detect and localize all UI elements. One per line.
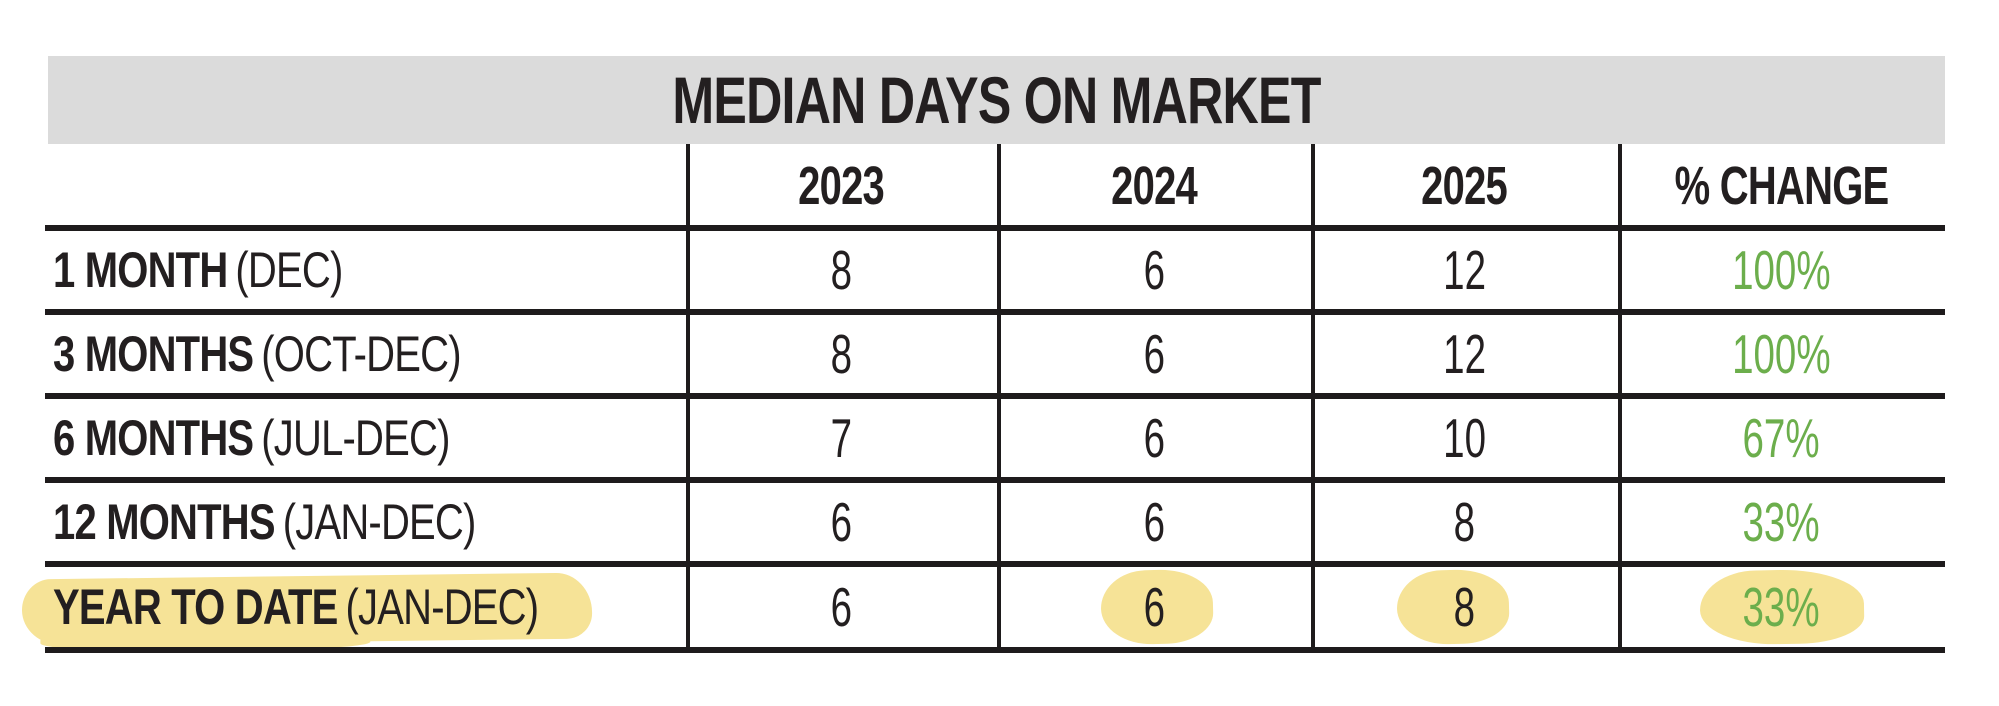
cell-2024: 6 bbox=[1143, 491, 1165, 553]
cell-pct-change: 67% bbox=[1742, 407, 1821, 469]
cell-2024: 6 bbox=[1143, 323, 1165, 385]
grid-hline bbox=[45, 647, 1945, 653]
cell-2025: 12 bbox=[1443, 323, 1486, 385]
cell-2023: 8 bbox=[830, 323, 853, 385]
header-row: 2023 2024 2025 % CHANGE bbox=[45, 144, 1945, 228]
row-label: 12 MONTHS (JAN-DEC) bbox=[53, 494, 476, 550]
cell-2024: 6 bbox=[997, 564, 1311, 650]
table-row-3-months: 3 MONTHS (OCT-DEC) 8 6 12 100% bbox=[45, 312, 1945, 396]
grid-hline bbox=[45, 225, 1945, 231]
cell-2025: 8 bbox=[1453, 491, 1476, 553]
title-bar: MEDIAN DAYS ON MARKET bbox=[48, 56, 1945, 144]
cell-2023: 6 bbox=[830, 576, 853, 638]
cell-2023: 7 bbox=[830, 407, 853, 469]
cell-pct-change: 33% bbox=[1618, 564, 1945, 650]
header-blank-cell bbox=[45, 144, 686, 228]
row-label: 1 MONTH (DEC) bbox=[53, 242, 343, 298]
table-row-year-to-date: YEAR TO DATE (JAN-DEC) 6 6 8 33% bbox=[21, 564, 1945, 650]
grid-vline bbox=[997, 144, 1001, 653]
row-label: 3 MONTHS (OCT-DEC) bbox=[53, 326, 462, 382]
grid-hline bbox=[45, 393, 1945, 399]
cell-2023: 8 bbox=[830, 239, 853, 301]
column-header-2024: 2024 bbox=[1111, 156, 1198, 216]
grid-hline bbox=[45, 561, 1945, 567]
column-header-2025: 2025 bbox=[1421, 156, 1509, 216]
table-row-12-months: 12 MONTHS (JAN-DEC) 6 6 8 33% bbox=[45, 480, 1945, 564]
cell-2024: 6 bbox=[1143, 239, 1165, 301]
page-title: MEDIAN DAYS ON MARKET bbox=[672, 63, 1321, 137]
cell-2024: 6 bbox=[1143, 407, 1165, 469]
cell-2025: 12 bbox=[1443, 239, 1486, 301]
grid-hline bbox=[45, 309, 1945, 315]
cell-pct-change: 100% bbox=[1732, 323, 1831, 385]
grid-vline bbox=[1618, 144, 1622, 653]
column-header-pct-change: % CHANGE bbox=[1674, 156, 1890, 216]
cell-2023: 6 bbox=[830, 491, 853, 553]
table: 2023 2024 2025 % CHANGE 1 MONTH (DEC) 8 6… bbox=[21, 144, 1945, 656]
grid-vline bbox=[1311, 144, 1315, 653]
grid-hline bbox=[45, 477, 1945, 483]
table-row-1-month: 1 MONTH (DEC) 8 6 12 100% bbox=[45, 228, 1945, 312]
cell-2025: 8 bbox=[1311, 564, 1618, 650]
cell-2025: 10 bbox=[1443, 407, 1486, 469]
cell-pct-change: 100% bbox=[1732, 239, 1831, 301]
table-row-6-months: 6 MONTHS (JUL-DEC) 7 6 10 67% bbox=[45, 396, 1945, 480]
row-label: 6 MONTHS (JUL-DEC) bbox=[53, 410, 450, 466]
column-header-2023: 2023 bbox=[798, 156, 886, 216]
row-label: YEAR TO DATE (JAN-DEC) bbox=[21, 564, 686, 650]
grid-vline bbox=[686, 144, 690, 653]
cell-pct-change: 33% bbox=[1742, 491, 1821, 553]
